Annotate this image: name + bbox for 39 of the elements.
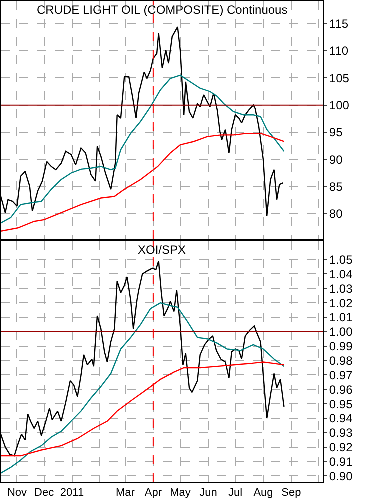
y-tick-label: 0.99 <box>329 340 354 354</box>
x-tick-label: Sep <box>282 487 302 500</box>
y-tick-label: 0.92 <box>329 440 354 455</box>
y-tick-label: 0.95 <box>329 397 354 412</box>
y-tick-label: 0.90 <box>329 469 354 484</box>
line-series <box>1 132 285 232</box>
chart-title: CRUDE LIGHT OIL (COMPOSITE) Continuous <box>37 3 288 17</box>
y-tick-label: 0.91 <box>329 455 354 469</box>
y-tick-label: 1.03 <box>329 282 354 296</box>
x-tick-label: 2011 <box>60 487 84 500</box>
x-tick-label: Jul <box>228 487 243 500</box>
x-tick-label: May <box>170 487 192 500</box>
y-tick-label: 1.05 <box>329 252 354 267</box>
chart-title: XOI/SPX <box>138 243 186 257</box>
y-tick-label: 0.96 <box>329 382 354 397</box>
y-tick-label: 115 <box>329 17 349 32</box>
x-tick-label: Nov <box>7 487 28 500</box>
x-tick-label: Mar <box>116 487 136 500</box>
y-tick-label: 0.97 <box>329 368 354 382</box>
x-tick-label: Apr <box>144 487 162 500</box>
y-tick-label: 0.98 <box>329 354 354 368</box>
y-tick-label: 80 <box>329 207 344 222</box>
y-tick-label: 0.94 <box>329 412 354 426</box>
y-tick-label: 1.02 <box>329 296 354 310</box>
line-series <box>1 302 285 474</box>
y-tick-label: 95 <box>329 126 344 140</box>
x-tick-label: Jun <box>200 487 218 500</box>
x-tick-label: Aug <box>254 487 274 500</box>
y-tick-label: 85 <box>329 180 344 194</box>
y-tick-label: 100 <box>329 98 350 113</box>
y-tick-label: 0.93 <box>329 426 354 440</box>
y-tick-label: 1.00 <box>329 325 354 340</box>
y-tick-label: 90 <box>329 152 344 167</box>
y-tick-label: 1.04 <box>329 267 354 282</box>
y-tick-label: 1.01 <box>329 310 354 325</box>
y-tick-label: 110 <box>329 44 349 58</box>
line-series <box>1 74 285 224</box>
y-tick-label: 105 <box>329 71 350 86</box>
x-tick-label: Dec <box>34 487 55 500</box>
